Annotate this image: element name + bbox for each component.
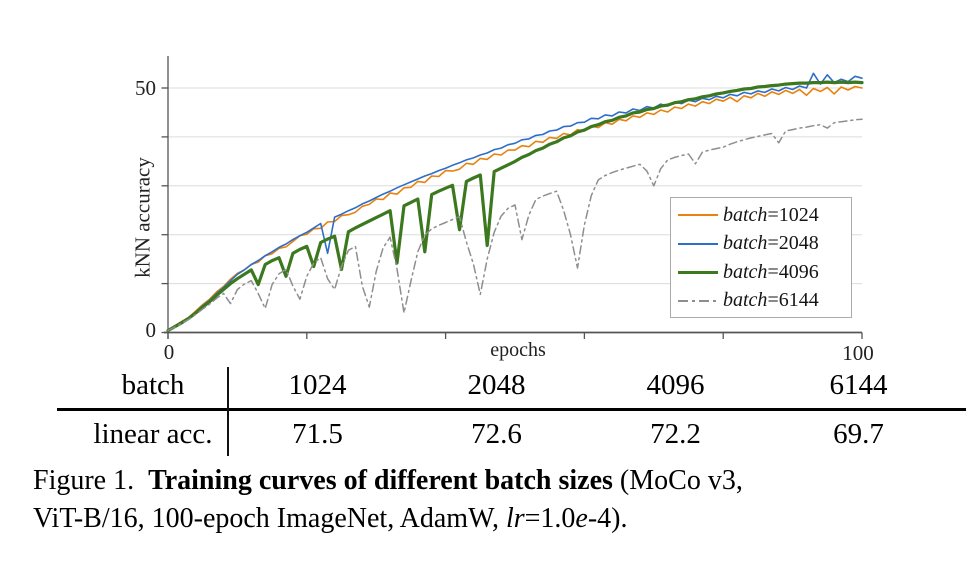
legend-entry-batch-2048: batch=2048 [671, 230, 851, 259]
x-tick-label-100: 100 [842, 341, 874, 365]
legend-line-sample-batch-1024 [678, 214, 718, 217]
y-axis-label: kNN accuracy [130, 157, 155, 278]
caption-text: ViT-B/16, 100-epoch ImageNet, AdamW, [33, 503, 506, 534]
table-horizontal-rule [57, 408, 966, 411]
table-cell-acc-4096: 72.2 [650, 418, 701, 450]
y-tick-label-0: 0 [145, 318, 157, 342]
x-axis-label: epochs [490, 339, 546, 361]
legend-label: batch=4096 [723, 260, 819, 283]
caption-text: (MoCo v3, [619, 465, 743, 496]
table-cell-batch-2048: 2048 [467, 369, 526, 401]
table-cell-acc-1024: 71.5 [292, 418, 343, 450]
legend-label: batch=6144 [723, 289, 819, 312]
legend-line-sample-batch-4096 [678, 270, 718, 274]
table-cell-acc-6144: 69.7 [833, 418, 884, 450]
legend-entry-batch-6144: batch=6144 [671, 287, 851, 316]
table-header-linear-acc: linear acc. [93, 418, 213, 450]
table-cell-acc-2048: 72.6 [471, 418, 522, 450]
legend-line-sample-batch-6144 [678, 299, 718, 302]
caption-text: =1.0 [524, 503, 576, 534]
figure-number: Figure 1. [33, 465, 135, 496]
legend-entry-batch-1024: batch=1024 [671, 201, 851, 230]
caption-text: -4). [587, 503, 628, 534]
table-header-batch: batch [121, 369, 185, 401]
caption-lr-variable: lr [505, 503, 525, 534]
legend-entry-batch-4096: batch=4096 [671, 258, 851, 287]
legend-label: batch=2048 [723, 232, 819, 255]
plot-legend: batch=1024 batch=2048 batch=4096 batch=6… [670, 197, 852, 318]
caption-title: Training curves of different batch sizes [148, 465, 613, 496]
table-vertical-divider [227, 367, 229, 456]
legend-line-sample-batch-2048 [678, 242, 718, 245]
training-curves-plot [161, 56, 864, 339]
figure-caption: Figure 1. Training curves of different ba… [33, 462, 951, 538]
table-row-linear-acc: linear acc. 71.5 72.6 72.2 69.7 [0, 412, 973, 456]
table-cell-batch-4096: 4096 [646, 369, 705, 401]
caption-e-variable: e [575, 503, 588, 534]
table-row-batch: batch 1024 2048 4096 6144 [0, 363, 973, 407]
table-cell-batch-6144: 6144 [829, 369, 888, 401]
x-tick-label-0: 0 [163, 340, 175, 364]
legend-label: batch=1024 [723, 203, 819, 226]
y-tick-label-50: 50 [135, 76, 156, 100]
table-cell-batch-1024: 1024 [288, 369, 347, 401]
